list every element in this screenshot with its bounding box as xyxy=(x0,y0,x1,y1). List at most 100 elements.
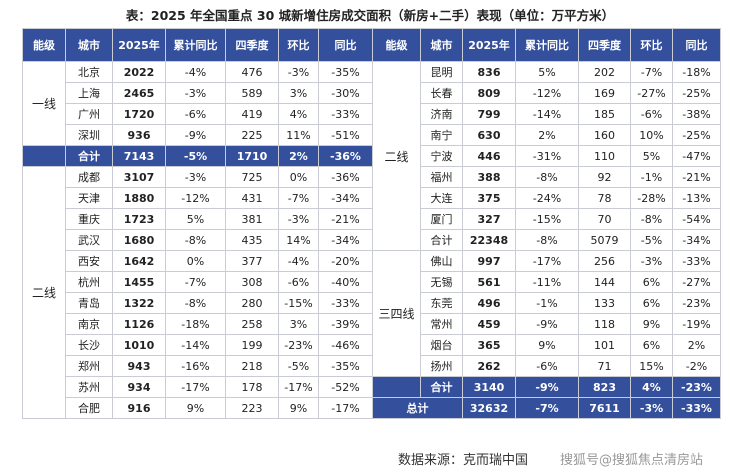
cell: -27% xyxy=(672,271,721,293)
cell: 长沙 xyxy=(65,334,113,356)
cell: 昆明 xyxy=(420,61,463,83)
cell: 9% xyxy=(630,313,673,335)
cell: 1723 xyxy=(112,208,166,230)
tier-cell: 二线 xyxy=(22,166,66,419)
cell: -17% xyxy=(165,376,226,398)
cell: 3107 xyxy=(112,166,166,188)
cell: -7% xyxy=(165,271,226,293)
cell: 烟台 xyxy=(420,334,463,356)
cell: 1455 xyxy=(112,271,166,293)
cell: 南京 xyxy=(65,313,113,335)
tier-cell: 二线 xyxy=(372,61,421,251)
cell: 5% xyxy=(630,145,673,167)
cell: 101 xyxy=(578,334,631,356)
cell: -27% xyxy=(630,82,673,104)
cell: -8% xyxy=(515,166,579,188)
cell: 南宁 xyxy=(420,124,463,146)
cell: -18% xyxy=(165,313,226,335)
cell: 1720 xyxy=(112,103,166,125)
cell: -5% xyxy=(278,355,319,377)
cell: -33% xyxy=(672,250,721,272)
cell: 997 xyxy=(462,250,516,272)
cell: 重庆 xyxy=(65,208,113,230)
row: 武汉 1680 -8% 435 14% -34% xyxy=(23,229,373,251)
cell: 5% xyxy=(515,61,579,83)
header-cell: 同比 xyxy=(672,28,721,62)
cell: -33% xyxy=(318,103,373,125)
row: 宁波 446 -31% 110 5% -47% xyxy=(373,145,721,167)
cell: -6% xyxy=(165,103,226,125)
cell: 0% xyxy=(278,166,319,188)
cell: 936 xyxy=(112,124,166,146)
cell: 809 xyxy=(462,82,516,104)
cell: 15% xyxy=(630,355,673,377)
cell: 118 xyxy=(578,313,631,335)
cell: -4% xyxy=(278,250,319,272)
cell: -23% xyxy=(672,376,721,398)
row: 无锡 561 -11% 144 6% -27% xyxy=(373,271,721,293)
cell: 常州 xyxy=(420,313,463,335)
header-row: 能级 城市 2025年 累计同比 四季度 环比 同比 xyxy=(372,28,721,62)
empty-cell xyxy=(372,376,421,398)
cell: 9% xyxy=(278,397,319,419)
row: 长沙 1010 -14% 199 -23% -46% xyxy=(23,334,373,356)
cell: 3% xyxy=(278,82,319,104)
cell: 杭州 xyxy=(65,271,113,293)
cell: -36% xyxy=(318,145,373,167)
tier-cell: 一线 xyxy=(22,61,66,146)
cell: 青岛 xyxy=(65,292,113,314)
row: 南京 1126 -18% 258 3% -39% xyxy=(23,313,373,335)
cell: -8% xyxy=(515,229,579,251)
cell: -7% xyxy=(515,397,579,419)
cell: 446 xyxy=(462,145,516,167)
cell: 5079 xyxy=(578,229,631,251)
header-cell: 城市 xyxy=(65,28,113,62)
cell: -23% xyxy=(278,334,319,356)
cell: 262 xyxy=(462,355,516,377)
cell: -16% xyxy=(165,355,226,377)
cell: 202 xyxy=(578,61,631,83)
cell: 0% xyxy=(165,250,226,272)
tier-cell: 三四线 xyxy=(372,250,421,377)
cell: -35% xyxy=(318,355,373,377)
cell: 388 xyxy=(462,166,516,188)
cell: -6% xyxy=(515,355,579,377)
row: 西安 1642 0% 377 -4% -20% xyxy=(23,250,373,272)
cell: 东莞 xyxy=(420,292,463,314)
cell: 深圳 xyxy=(65,124,113,146)
cell: -52% xyxy=(318,376,373,398)
cell: -12% xyxy=(515,82,579,104)
cell: 1126 xyxy=(112,313,166,335)
header-cell: 环比 xyxy=(278,28,319,62)
header-row: 能级 城市 2025年 累计同比 四季度 环比 同比 xyxy=(22,28,373,62)
cell: -28% xyxy=(630,187,673,209)
header-cell: 同比 xyxy=(318,28,373,62)
cell: 70 xyxy=(578,208,631,230)
cell: -9% xyxy=(165,124,226,146)
cell: -31% xyxy=(515,145,579,167)
cell: 11% xyxy=(278,124,319,146)
cell: -5% xyxy=(165,145,226,167)
cell: 225 xyxy=(225,124,279,146)
cell: 长春 xyxy=(420,82,463,104)
cell: 北京 xyxy=(65,61,113,83)
cell: 199 xyxy=(225,334,279,356)
row: 二线 昆明 836 5% 202 -7% -18% xyxy=(372,61,721,251)
cell: 5% xyxy=(165,208,226,230)
cell: 2465 xyxy=(112,82,166,104)
cell: -7% xyxy=(630,61,673,83)
cell: 1680 xyxy=(112,229,166,251)
cell: 561 xyxy=(462,271,516,293)
row: 东莞 496 -1% 133 6% -23% xyxy=(373,292,721,314)
cell: 14% xyxy=(278,229,319,251)
cell: 1880 xyxy=(112,187,166,209)
cell: 扬州 xyxy=(420,355,463,377)
cell: -9% xyxy=(515,313,579,335)
cell: -30% xyxy=(318,82,373,104)
cell: -46% xyxy=(318,334,373,356)
row: 扬州 262 -6% 71 15% -2% xyxy=(373,355,721,377)
cell: 725 xyxy=(225,166,279,188)
cell: 1642 xyxy=(112,250,166,272)
cell: 6% xyxy=(630,292,673,314)
grand-total-row: 总计 32632 -7% 7611 -3% -33% xyxy=(372,397,721,419)
